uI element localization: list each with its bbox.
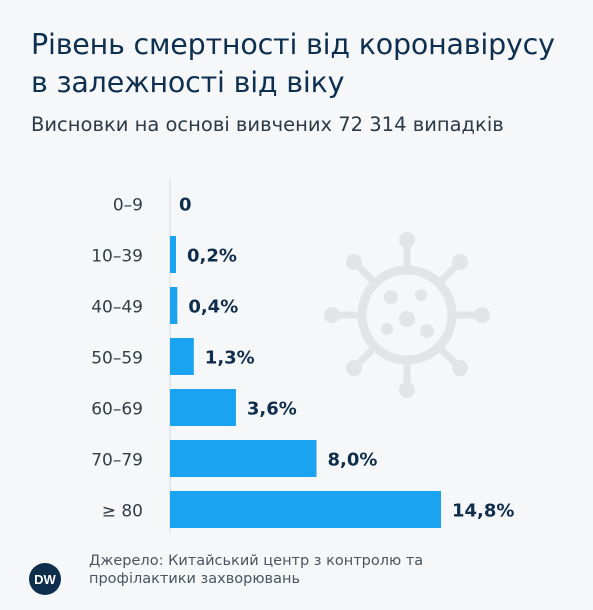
bar <box>170 491 441 528</box>
bar <box>170 389 236 426</box>
category-label: 60–69 <box>91 400 143 420</box>
bar-chart: 0–9 0 10–39 0,2% 40–49 0,4% 50–59 1,3% 60–69 3,6%… <box>91 180 514 533</box>
dw-logo: DW <box>29 563 61 595</box>
value-label: 1,3% <box>205 348 255 369</box>
chart-title: Рівень смертності від коронавірусу в зал… <box>31 28 555 99</box>
category-label: 50–59 <box>91 349 143 369</box>
value-label: 0 <box>179 195 192 216</box>
source-note: Джерело: Китайський центр з контролю та … <box>89 553 424 587</box>
dw-logo-text: DW <box>34 572 56 587</box>
bar <box>170 440 317 477</box>
value-label: 3,6% <box>247 399 297 420</box>
category-label: 70–79 <box>91 451 143 471</box>
bar <box>170 287 178 324</box>
value-label: 8,0% <box>327 450 377 471</box>
value-label: 14,8% <box>452 501 514 522</box>
category-label: 10–39 <box>91 247 143 267</box>
chart-subtitle: Висновки на основі вивчених 72 314 випад… <box>31 113 504 136</box>
bars-group: 0–9 0 10–39 0,2% 40–49 0,4% 50–59 1,3% 60–69 3,6%… <box>91 195 514 528</box>
bar <box>170 338 194 375</box>
category-label: 40–49 <box>91 298 143 318</box>
category-label: 0–9 <box>113 196 143 216</box>
value-label: 0,4% <box>188 297 238 318</box>
value-label: 0,2% <box>187 246 237 267</box>
bar <box>170 236 176 273</box>
category-label: ≥ 80 <box>102 502 143 522</box>
coronavirus-icon <box>324 232 490 398</box>
